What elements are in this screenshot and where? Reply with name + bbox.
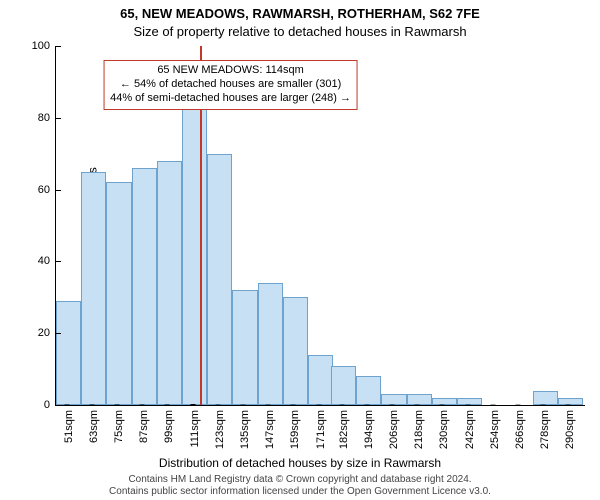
x-tick: 290sqm: [564, 410, 576, 449]
x-tick: 206sqm: [388, 410, 400, 449]
histogram-bar: [258, 283, 283, 405]
x-tick: 99sqm: [163, 410, 175, 443]
x-tick: 75sqm: [113, 410, 125, 443]
annotation-line-1: 65 NEW MEADOWS: 114sqm: [110, 64, 351, 78]
x-tick: 111sqm: [189, 410, 201, 448]
x-tick: 242sqm: [464, 410, 476, 449]
footer-line-2: Contains public sector information licen…: [0, 486, 600, 498]
plot-area: 02040608010051sqm63sqm75sqm87sqm99sqm111…: [55, 46, 585, 406]
x-tick: 51sqm: [63, 410, 75, 443]
x-tick: 171sqm: [315, 410, 327, 449]
y-tick: 40: [26, 255, 56, 267]
histogram-bar: [157, 161, 182, 405]
x-tick: 63sqm: [88, 410, 100, 443]
histogram-bar: [533, 391, 558, 405]
x-tick: 266sqm: [514, 410, 526, 449]
histogram-bar: [56, 301, 81, 405]
annotation-line-2: ← 54% of detached houses are smaller (30…: [110, 78, 351, 92]
histogram-bar: [407, 394, 432, 405]
x-tick: 278sqm: [539, 410, 551, 449]
histogram-bar: [182, 107, 207, 405]
histogram-bar: [308, 355, 333, 405]
x-tick: 254sqm: [489, 410, 501, 449]
histogram-bar: [331, 366, 356, 405]
histogram-bar: [207, 154, 232, 405]
y-tick: 100: [26, 40, 56, 52]
x-tick: 230sqm: [438, 410, 450, 449]
x-tick: 218sqm: [413, 410, 425, 449]
x-tick: 194sqm: [363, 410, 375, 449]
x-tick: 87sqm: [138, 410, 150, 443]
footer-line-1: Contains HM Land Registry data © Crown c…: [0, 474, 600, 486]
histogram-bar: [106, 182, 131, 405]
x-tick: 182sqm: [338, 410, 350, 449]
chart-title-main: 65, NEW MEADOWS, RAWMARSH, ROTHERHAM, S6…: [0, 6, 600, 21]
x-tick: 147sqm: [264, 410, 276, 449]
histogram-bar: [132, 168, 157, 405]
x-axis-label: Distribution of detached houses by size …: [0, 456, 600, 470]
annotation-box: 65 NEW MEADOWS: 114sqm ← 54% of detached…: [103, 60, 358, 109]
x-tick: 123sqm: [214, 410, 226, 449]
y-tick: 80: [26, 112, 56, 124]
histogram-bar: [81, 172, 106, 405]
histogram-bar: [232, 290, 257, 405]
y-tick: 0: [26, 399, 56, 411]
y-tick: 20: [26, 327, 56, 339]
y-tick: 60: [26, 184, 56, 196]
chart-title-sub: Size of property relative to detached ho…: [0, 24, 600, 39]
annotation-line-3: 44% of semi-detached houses are larger (…: [110, 92, 351, 106]
histogram-bar: [356, 376, 381, 405]
histogram-bar: [381, 394, 406, 405]
x-tick: 159sqm: [289, 410, 301, 449]
histogram-bar: [283, 297, 308, 405]
x-tick: 135sqm: [239, 410, 251, 449]
footer: Contains HM Land Registry data © Crown c…: [0, 474, 600, 498]
